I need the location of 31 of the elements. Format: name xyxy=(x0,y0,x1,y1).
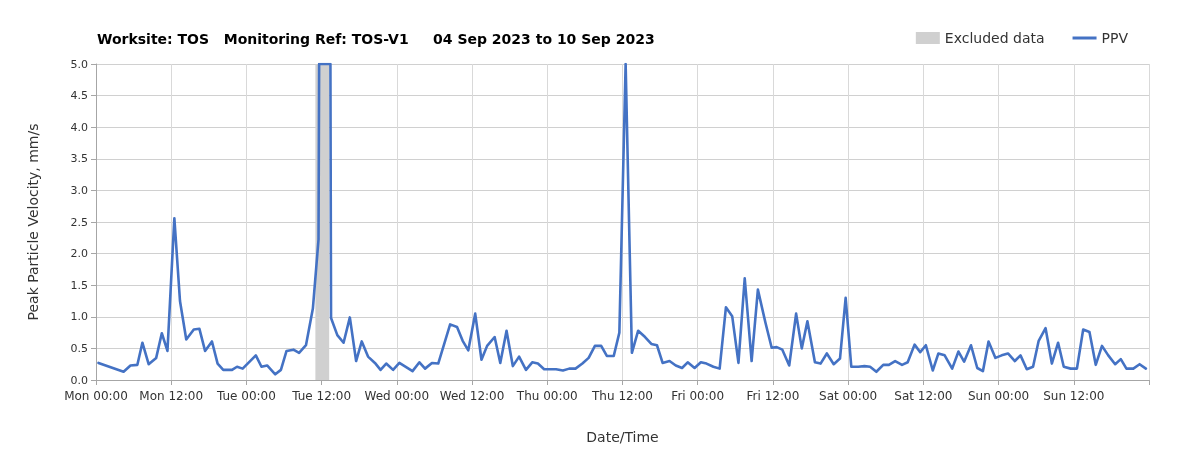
y-tick-label: 1.5 xyxy=(70,278,88,292)
x-axis-title: Date/Time xyxy=(586,429,659,445)
x-tick-label: Tue 00:00 xyxy=(215,389,276,403)
y-tick-label: 5.0 xyxy=(70,57,88,71)
x-tick-label: Fri 00:00 xyxy=(671,389,725,403)
y-tick-label: 0.5 xyxy=(70,341,88,355)
y-tick-label: 0.0 xyxy=(70,373,88,387)
x-tick-label: Sat 12:00 xyxy=(894,389,953,403)
chart-title: Worksite: TOS Monitoring Ref: TOS-V1 04 Sep 2023 to 10 Sep 2023 xyxy=(97,31,655,47)
y-tick-label: 3.5 xyxy=(70,152,88,166)
y-axis-title: Peak Particle Velocity, mm/s xyxy=(25,123,41,321)
x-tick-label: Fri 12:00 xyxy=(746,389,800,403)
x-tick-label: Wed 12:00 xyxy=(439,389,505,403)
y-tick-label: 2.0 xyxy=(70,247,88,261)
x-tick-label: Thu 12:00 xyxy=(591,389,653,403)
x-tick-label: Wed 00:00 xyxy=(364,389,430,403)
legend-label: PPV xyxy=(1101,30,1129,46)
x-tick-label: Mon 12:00 xyxy=(139,389,204,403)
legend-label: Excluded data xyxy=(944,30,1045,46)
y-tick-label: 2.5 xyxy=(70,215,88,229)
line-series xyxy=(97,62,1148,376)
y-tick-label: 4.0 xyxy=(70,120,88,134)
x-tick-label: Sun 12:00 xyxy=(1043,389,1105,403)
y-tick-label: 1.0 xyxy=(70,310,88,324)
y-tick-label: 4.5 xyxy=(70,89,88,103)
y-tick-label: 3.0 xyxy=(70,183,88,197)
x-tick-label: Thu 00:00 xyxy=(515,389,578,403)
x-tick-label: Sun 00:00 xyxy=(967,389,1030,403)
x-tick-label: Mon 00:00 xyxy=(64,389,128,403)
x-tick-label: Tue 12:00 xyxy=(291,389,352,403)
x-tick-label: Sat 00:00 xyxy=(819,389,878,403)
